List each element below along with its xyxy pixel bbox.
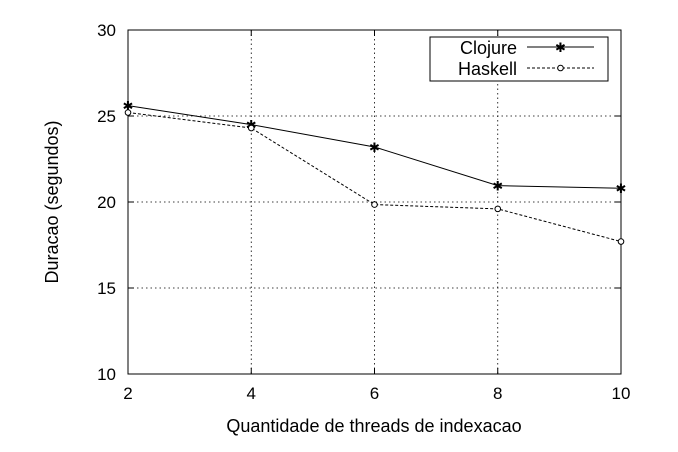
data-point-haskell bbox=[124, 109, 132, 116]
series-line-haskell bbox=[127, 112, 622, 243]
x-tick-label: 6 bbox=[370, 384, 379, 403]
axis-ticks: 2 4 6 8 10 10 15 20 25 30 bbox=[97, 21, 630, 403]
x-tick-label: 10 bbox=[612, 384, 631, 403]
data-point-clojure: ✱ bbox=[492, 180, 503, 195]
x-axis-label: Quantidade de threads de indexacao bbox=[226, 416, 521, 436]
data-point-haskell bbox=[371, 201, 378, 208]
y-tick-label: 10 bbox=[97, 365, 116, 384]
x-tick-label: 8 bbox=[493, 384, 502, 403]
legend-marker-clojure: ✱ bbox=[555, 41, 566, 56]
legend: Clojure ✱ Haskell bbox=[429, 36, 609, 82]
data-point-clojure: ✱ bbox=[616, 182, 627, 197]
data-point-clojure: ✱ bbox=[369, 141, 380, 156]
data-point-haskell bbox=[247, 124, 255, 132]
legend-label-clojure: Clojure bbox=[460, 38, 517, 58]
legend-box bbox=[429, 36, 609, 82]
y-tick-label: 15 bbox=[97, 279, 116, 298]
data-point-clojure: ✱ bbox=[123, 100, 134, 115]
y-tick-label: 25 bbox=[97, 107, 116, 126]
y-tick-label: 20 bbox=[97, 193, 116, 212]
legend-label-haskell: Haskell bbox=[458, 59, 517, 79]
y-tick-label: 30 bbox=[97, 21, 116, 40]
series-line-clojure bbox=[127, 105, 622, 189]
x-tick-label: 4 bbox=[247, 384, 256, 403]
data-point-haskell bbox=[617, 238, 625, 245]
data-point-haskell bbox=[494, 205, 502, 213]
legend-marker-haskell bbox=[557, 64, 564, 72]
series-group: ✱✱✱✱✱ bbox=[123, 100, 627, 245]
x-tick-label: 2 bbox=[123, 384, 132, 403]
y-axis-label: Duracao (segundos) bbox=[42, 120, 62, 283]
